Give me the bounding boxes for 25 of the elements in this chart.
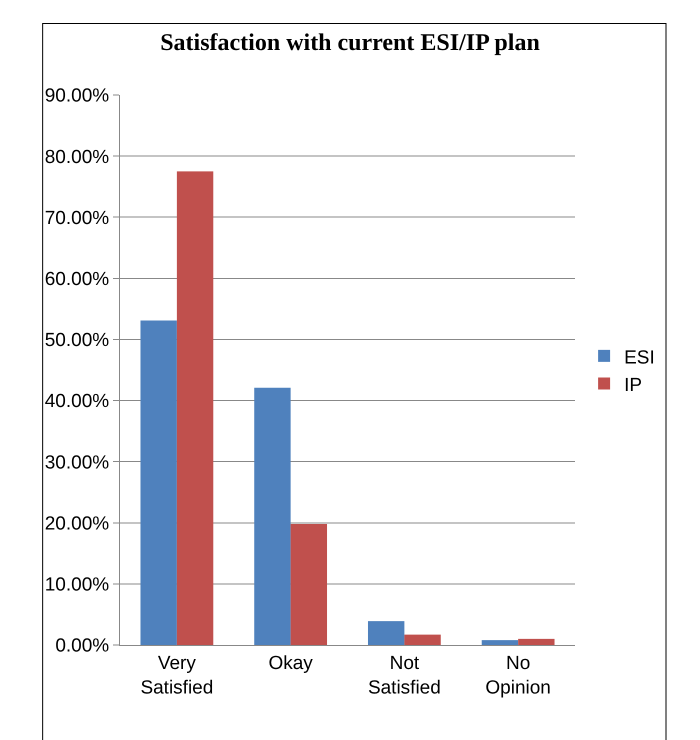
bar: [518, 638, 555, 645]
y-tick-label: 10.00%: [44, 574, 110, 596]
x-tick-label: Not Satisfied: [368, 652, 441, 698]
legend-label: ESI: [624, 347, 655, 368]
bar: [368, 621, 404, 645]
x-tick-label: No Opinion: [485, 652, 551, 698]
x-tick-label: Very Satisfied: [140, 652, 214, 698]
y-tick-label: 30.00%: [44, 452, 110, 474]
y-tick-label: 70.00%: [44, 208, 110, 229]
y-tick-label: 40.00%: [44, 391, 110, 412]
bar: [176, 171, 214, 645]
bar: [482, 640, 518, 645]
y-tick-label: 60.00%: [44, 268, 110, 290]
y-tick-label: 80.00%: [44, 146, 110, 168]
chart-title: Satisfaction with current ESI/IP plan: [160, 30, 540, 56]
bar: [290, 524, 328, 645]
legend-label: IP: [624, 374, 642, 396]
bar: [254, 388, 291, 645]
x-tick-label: Okay: [268, 652, 314, 674]
y-tick-label: 90.00%: [44, 86, 110, 107]
bar: [140, 320, 177, 645]
bar: [404, 634, 441, 645]
y-tick-label: 0.00%: [55, 636, 110, 657]
y-tick-label: 50.00%: [44, 330, 110, 352]
y-tick-label: 20.00%: [44, 513, 110, 534]
